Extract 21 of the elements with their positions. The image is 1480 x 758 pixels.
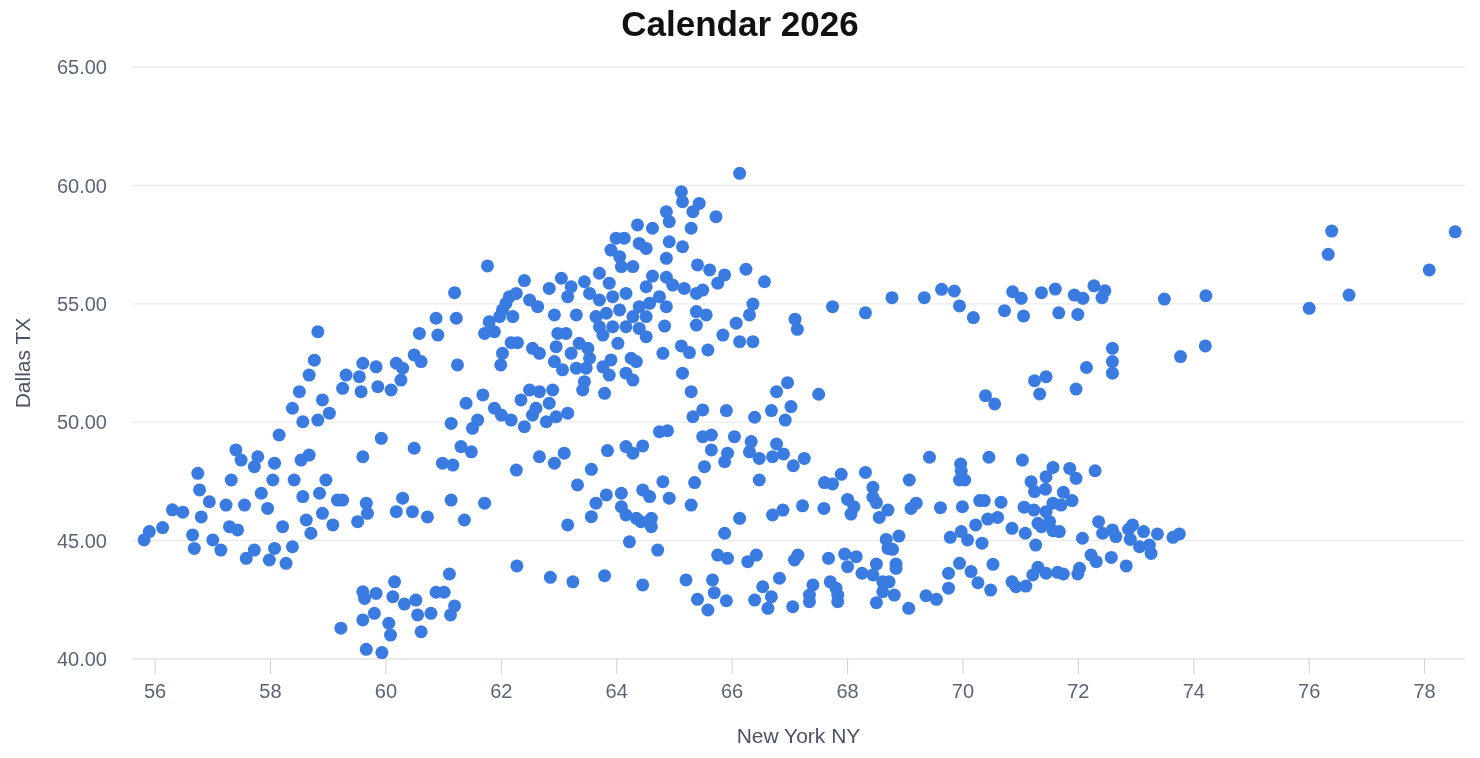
x-tick-label: 68 <box>836 680 859 703</box>
x-tick-label: 58 <box>259 680 282 703</box>
x-tick-label: 74 <box>1182 680 1205 703</box>
x-tick-label: 70 <box>951 680 975 703</box>
x-axis-title: New York NY <box>736 724 861 747</box>
x-tick-label: 64 <box>605 680 628 703</box>
y-tick-label: 50.00 <box>56 411 107 434</box>
y-tick-label: 65.00 <box>56 56 107 79</box>
y-tick-label: 60.00 <box>56 174 107 197</box>
x-tick-label: 66 <box>721 680 744 703</box>
x-tick-label: 78 <box>1413 680 1436 703</box>
x-tick-label: 60 <box>374 680 398 703</box>
y-tick-label: 45.00 <box>56 529 107 552</box>
chart-title: Calendar 2026 <box>620 4 860 43</box>
x-tick-label: 72 <box>1067 680 1090 703</box>
y-axis-title: Dallas TX <box>10 317 34 409</box>
y-tick-label: 40.00 <box>56 648 107 671</box>
x-tick-label: 76 <box>1298 680 1321 703</box>
x-tick-label: 56 <box>143 680 167 703</box>
y-tick-label: 55.00 <box>56 292 107 315</box>
x-tick-label: 62 <box>490 680 513 703</box>
